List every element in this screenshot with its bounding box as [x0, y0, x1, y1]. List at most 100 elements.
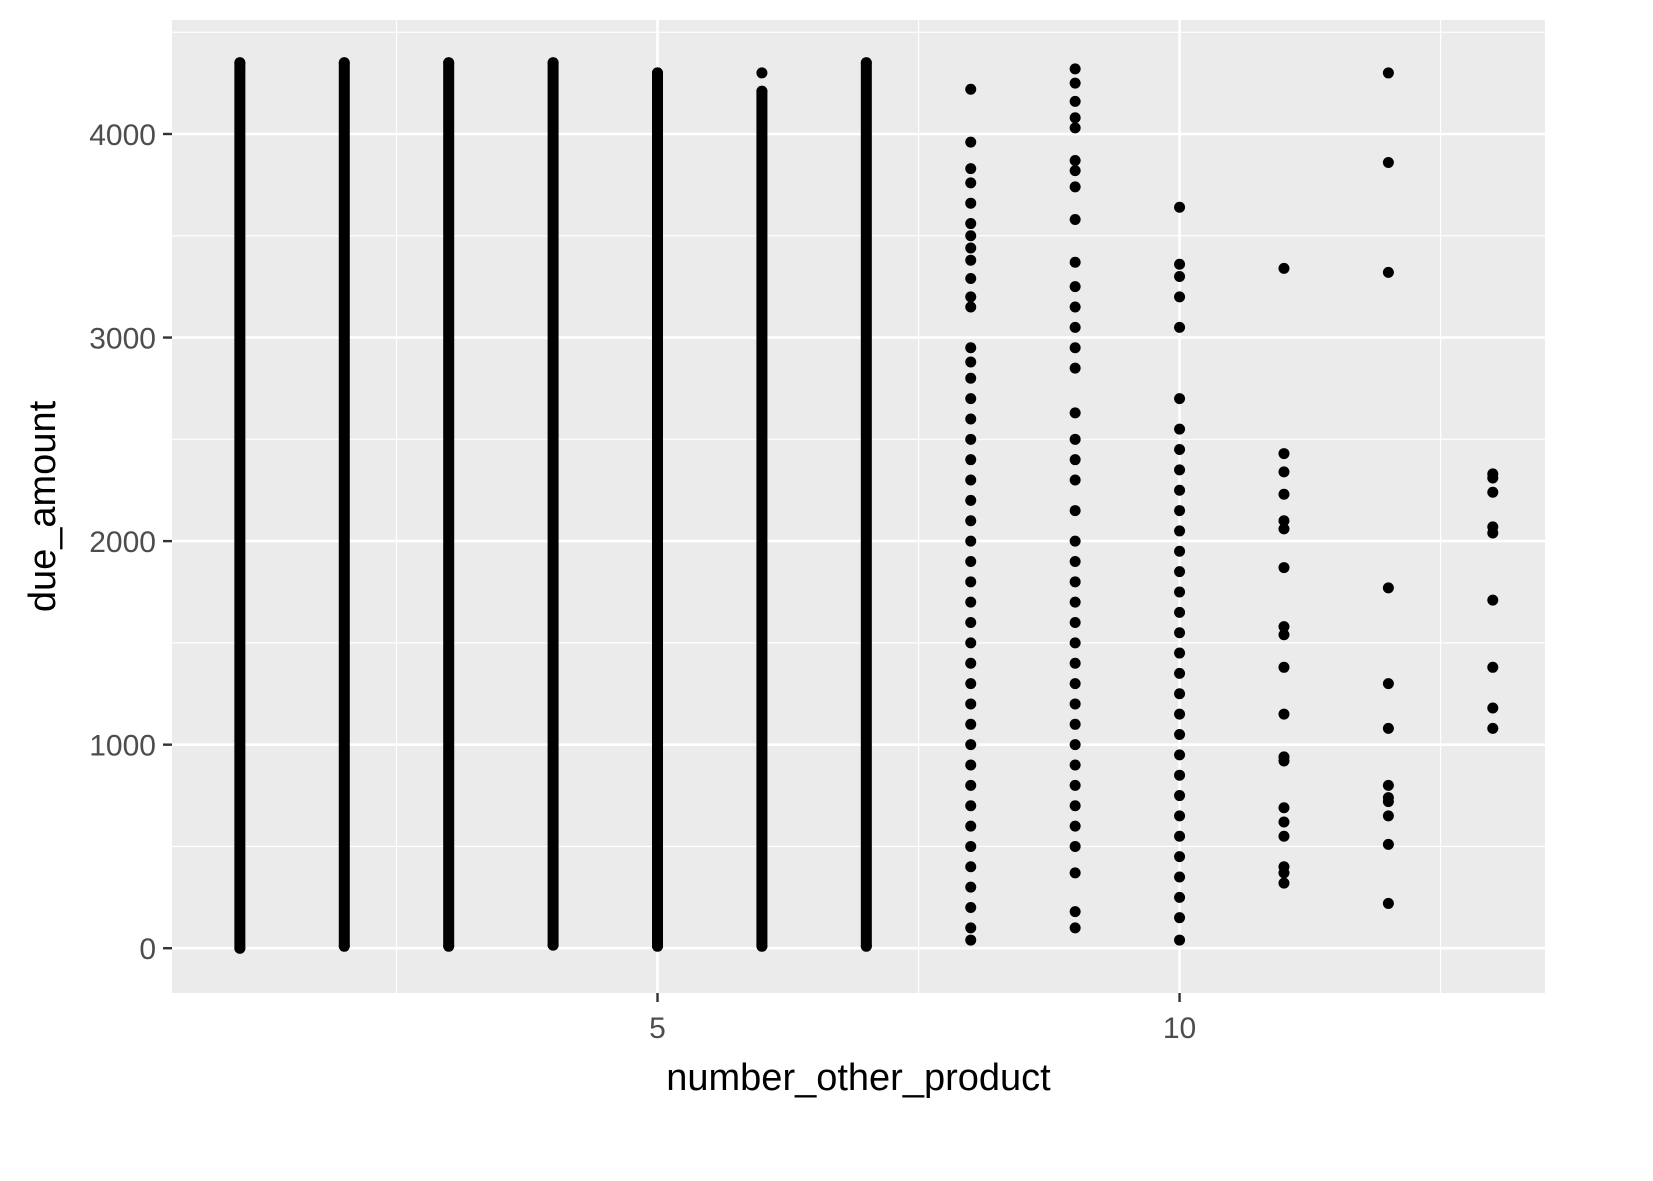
data-point — [1069, 922, 1081, 934]
data-point — [965, 902, 977, 914]
data-point — [1174, 258, 1186, 270]
data-point — [965, 637, 977, 649]
data-point — [338, 57, 350, 69]
data-point — [965, 136, 977, 148]
data-point — [1278, 816, 1290, 828]
data-point — [1174, 606, 1186, 618]
data-point — [1382, 810, 1394, 822]
data-point — [1069, 301, 1081, 313]
x-tick-label: 5 — [649, 1012, 666, 1045]
data-point — [1278, 466, 1290, 478]
data-point — [1174, 708, 1186, 720]
data-point — [1278, 523, 1290, 535]
data-point — [965, 230, 977, 242]
data-point — [1174, 586, 1186, 598]
data-point — [1278, 867, 1290, 879]
data-point — [965, 820, 977, 832]
data-point — [652, 940, 664, 952]
data-point — [1069, 433, 1081, 445]
data-point — [965, 273, 977, 285]
data-point — [965, 83, 977, 95]
data-point — [965, 934, 977, 946]
data-point — [1174, 830, 1186, 842]
data-point — [1069, 122, 1081, 134]
data-point — [965, 576, 977, 588]
data-point — [1174, 291, 1186, 303]
data-point — [1069, 657, 1081, 669]
x-axis-title: number_other_product — [666, 1057, 1051, 1099]
data-point — [965, 474, 977, 486]
data-point — [965, 342, 977, 354]
data-point — [1174, 627, 1186, 639]
data-point — [1278, 629, 1290, 641]
data-point — [965, 433, 977, 445]
data-point — [965, 922, 977, 934]
data-points — [234, 57, 1499, 954]
data-point — [965, 657, 977, 669]
data-point — [1278, 661, 1290, 673]
data-point — [1069, 454, 1081, 466]
data-point — [965, 218, 977, 230]
data-point — [1382, 266, 1394, 278]
data-point — [1069, 165, 1081, 177]
data-point — [1278, 755, 1290, 767]
axis-ticks — [163, 132, 1181, 1002]
data-point — [1278, 877, 1290, 889]
data-point — [756, 67, 768, 79]
data-point — [443, 940, 455, 952]
data-point — [443, 57, 455, 69]
data-point — [1069, 256, 1081, 268]
data-point — [1069, 800, 1081, 812]
data-point — [965, 840, 977, 852]
data-point — [860, 57, 872, 69]
data-point — [965, 291, 977, 303]
x-tick-labels: 5 10 — [649, 1012, 1196, 1045]
data-point — [1069, 555, 1081, 567]
data-point — [1069, 698, 1081, 710]
data-point — [965, 698, 977, 710]
data-point — [1069, 596, 1081, 608]
data-point — [1069, 474, 1081, 486]
data-point — [1069, 906, 1081, 918]
data-point — [1174, 912, 1186, 924]
minor-gridlines — [172, 20, 1545, 993]
data-point — [860, 940, 872, 952]
data-point — [965, 356, 977, 368]
data-point — [965, 555, 977, 567]
x-tick-label: 10 — [1163, 1012, 1196, 1045]
data-point — [1174, 934, 1186, 946]
data-point — [1278, 562, 1290, 574]
data-point — [1382, 897, 1394, 909]
data-point — [965, 454, 977, 466]
y-tick-labels: 0 1000 2000 3000 4000 — [89, 119, 156, 966]
data-point — [1174, 647, 1186, 659]
data-point — [965, 617, 977, 629]
data-point — [1174, 769, 1186, 781]
data-point — [965, 163, 977, 175]
data-point — [338, 940, 350, 952]
data-point — [1174, 321, 1186, 333]
data-point — [234, 57, 246, 69]
data-point — [965, 242, 977, 254]
data-point — [1069, 840, 1081, 852]
data-point — [1278, 802, 1290, 814]
data-point — [1069, 637, 1081, 649]
data-point — [1278, 515, 1290, 527]
data-point — [1069, 407, 1081, 419]
data-point — [1278, 830, 1290, 842]
data-point — [547, 57, 559, 69]
data-point — [1069, 362, 1081, 374]
data-point — [1069, 213, 1081, 225]
data-point — [1487, 472, 1499, 484]
data-point — [965, 301, 977, 313]
data-point — [1174, 201, 1186, 213]
data-point — [1069, 77, 1081, 89]
data-point — [965, 779, 977, 791]
data-point — [1174, 871, 1186, 883]
data-point — [1174, 749, 1186, 761]
data-point — [1487, 486, 1499, 498]
data-point — [1069, 759, 1081, 771]
data-point — [1174, 525, 1186, 537]
